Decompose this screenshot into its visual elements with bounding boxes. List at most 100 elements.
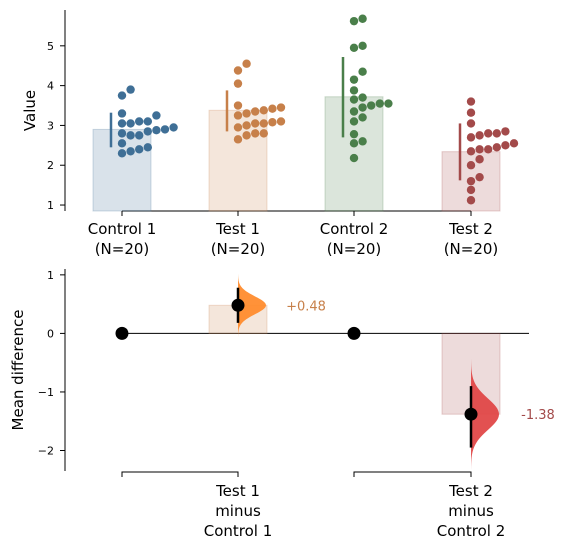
category-label: Control 2: [320, 220, 389, 238]
data-point-control2: [349, 95, 359, 104]
data-point-control1: [143, 117, 152, 126]
data-point-test1: [242, 59, 251, 68]
data-point-control1: [135, 145, 144, 154]
data-point-control1: [169, 123, 178, 132]
y-axis-label: Value: [21, 90, 39, 131]
data-point-test1: [233, 111, 243, 120]
data-point-control2: [349, 139, 359, 148]
difference-label-test2: -1.38: [521, 408, 555, 423]
data-point-control1: [117, 119, 127, 128]
data-point-test2: [466, 147, 476, 156]
bottom-panel: 1 0 −1 −2 Mean difference +0.48 Test 1 minus Con…: [9, 269, 555, 540]
data-point-test1: [242, 109, 251, 118]
data-point-test1: [251, 107, 260, 116]
reference-point-control1: [115, 326, 129, 340]
y-tick-label: 0: [47, 327, 54, 340]
data-point-test2: [466, 185, 476, 195]
comparison-bracket: [353, 471, 472, 477]
data-point-test1: [259, 119, 268, 128]
comparison-reference-label: Control 1: [204, 522, 273, 540]
y-tick-label: 2: [47, 159, 54, 172]
y-tick-label: 5: [47, 40, 54, 53]
data-point-test2: [475, 145, 484, 154]
data-point-test2: [466, 108, 476, 117]
data-point-control2: [367, 101, 376, 110]
y-tick-label: 1: [47, 269, 54, 282]
data-point-control2: [349, 86, 359, 95]
comparison-minus-label: minus: [448, 502, 494, 520]
data-point-test2: [475, 172, 484, 182]
comparison-label: Test 1: [215, 482, 260, 500]
data-point-test1: [259, 106, 268, 115]
data-point-test2: [475, 155, 484, 164]
data-point-control2: [349, 43, 359, 53]
data-point-control2: [358, 67, 367, 76]
data-point-test2: [509, 139, 519, 148]
y-tick-label: −1: [38, 386, 54, 399]
data-point-control1: [143, 143, 152, 152]
data-point-control1: [117, 149, 127, 158]
difference-label-test1: +0.48: [286, 299, 326, 314]
category-count-label: (N=20): [444, 240, 499, 258]
data-point-control2: [349, 153, 359, 163]
data-point-test1: [233, 66, 243, 75]
mean-difference-point-test2: [464, 407, 478, 421]
data-point-control1: [152, 111, 161, 120]
data-point-control2: [358, 103, 367, 112]
data-point-control2: [349, 75, 359, 84]
data-point-control1: [135, 131, 144, 140]
data-point-control2: [375, 99, 384, 108]
comparison-minus-label: minus: [215, 502, 261, 520]
bootstrap-distribution-test1: [238, 273, 266, 338]
data-point-control2: [349, 129, 359, 139]
y-tick-label: 1: [47, 199, 54, 212]
data-point-control1: [117, 139, 127, 148]
data-point-control1: [117, 109, 127, 118]
data-point-control1: [117, 129, 127, 138]
data-point-test1: [251, 129, 260, 138]
data-point-control2: [358, 93, 367, 102]
data-point-control1: [143, 127, 152, 136]
y-tick-label: −2: [38, 445, 54, 458]
data-point-control2: [349, 107, 359, 116]
data-point-test1: [233, 79, 243, 88]
comparison-reference-label: Control 2: [437, 522, 506, 540]
bootstrap-distribution-test2: [471, 357, 499, 471]
y-tick-label: 3: [47, 119, 54, 132]
data-point-control1: [135, 117, 144, 126]
data-point-test1: [276, 117, 286, 126]
data-point-test1: [259, 129, 268, 138]
data-point-test1: [276, 103, 286, 112]
data-point-test1: [242, 121, 251, 130]
data-point-control2: [358, 14, 367, 23]
data-point-control1: [152, 126, 161, 135]
category-label: Control 1: [88, 220, 157, 238]
data-point-test1: [268, 104, 277, 113]
data-point-test2: [492, 129, 501, 138]
mean-difference-point-test1: [231, 298, 245, 312]
data-point-test1: [268, 118, 277, 127]
data-point-test2: [501, 141, 510, 150]
y-axis-label: Mean difference: [9, 310, 27, 431]
data-point-test1: [251, 119, 260, 128]
data-point-control2: [384, 99, 393, 108]
data-point-control2: [358, 113, 367, 122]
data-point-control2: [358, 137, 367, 146]
data-point-test1: [242, 131, 251, 140]
data-point-control1: [126, 131, 135, 140]
data-point-test1: [233, 101, 243, 110]
data-point-test2: [466, 97, 476, 106]
data-point-control1: [126, 119, 135, 128]
data-point-test2: [466, 161, 476, 170]
data-point-test1: [233, 123, 243, 132]
data-point-test2: [475, 131, 484, 140]
category-label: Test 1: [215, 220, 260, 238]
data-point-test2: [492, 143, 501, 152]
data-point-test2: [466, 133, 476, 142]
data-point-test2: [484, 145, 493, 154]
data-point-control2: [349, 117, 359, 126]
category-label: Test 2: [448, 220, 493, 238]
data-point-test2: [501, 127, 510, 136]
data-point-test2: [484, 129, 493, 138]
